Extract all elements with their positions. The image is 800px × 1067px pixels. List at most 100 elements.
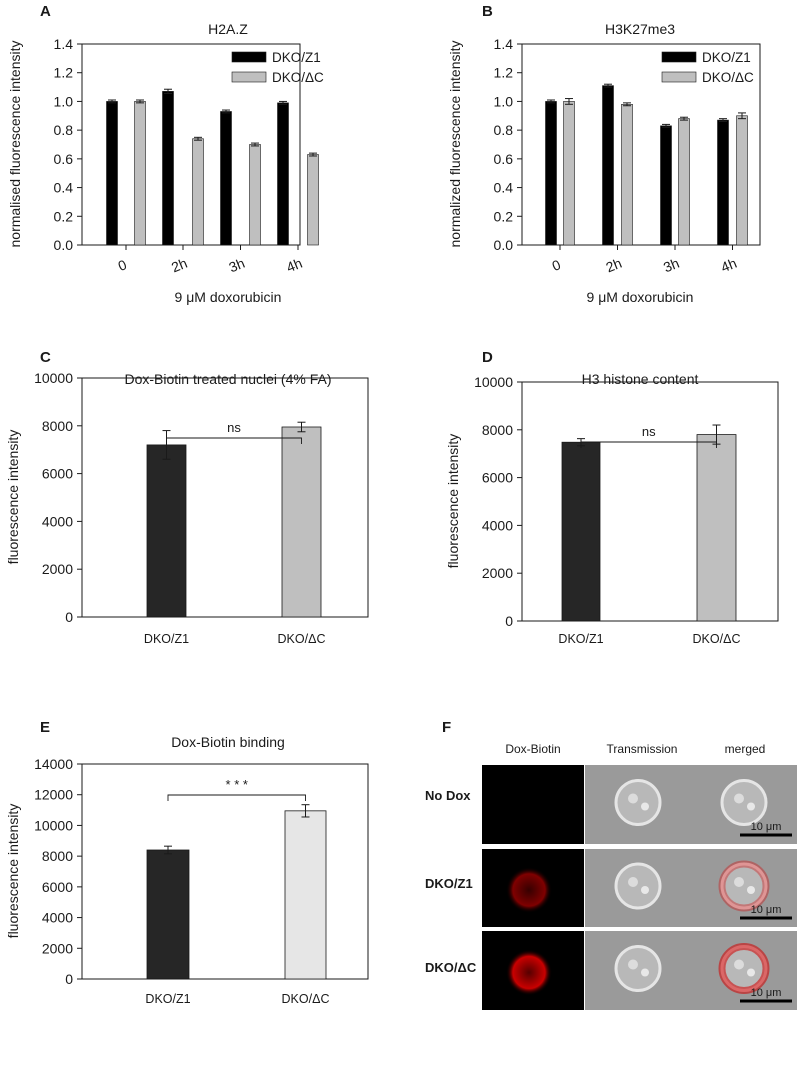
bar	[717, 119, 729, 246]
bar	[563, 101, 575, 246]
y-tick-label: 4000	[42, 910, 73, 926]
scale-bar-label: 10 μm	[751, 821, 782, 833]
x-category-label: DKO/ΔC	[282, 992, 330, 1006]
x-tick-label: 4h	[284, 255, 304, 276]
merged-red-overlay	[718, 943, 770, 994]
y-axis-title: fluorescence intensity	[5, 804, 21, 939]
legend-swatch	[231, 51, 267, 63]
y-tick-label: 6000	[482, 470, 513, 486]
legend-swatch	[661, 51, 697, 63]
bar	[249, 144, 261, 246]
chart-title: Dox-Biotin treated nuclei (4% FA)	[125, 371, 332, 387]
y-tick-label: 1.4	[54, 36, 74, 52]
y-tick-label: 12000	[34, 787, 73, 803]
x-category-label: DKO/ΔC	[278, 632, 326, 646]
x-tick-label: 0	[550, 256, 563, 274]
x-tick-label: 3h	[661, 255, 681, 276]
bar	[307, 154, 319, 246]
significance-label: ns	[227, 420, 241, 435]
legend-label: DKO/Z1	[272, 50, 321, 65]
x-axis-title: 9 μM doxorubicin	[587, 289, 694, 305]
cell-granule	[734, 793, 744, 804]
x-tick-label: 0	[116, 256, 129, 274]
row-label: No Dox	[425, 788, 471, 803]
y-tick-label: 4000	[42, 513, 73, 529]
transmission-cell	[614, 862, 662, 910]
merged-red-overlay	[718, 860, 770, 912]
x-category-label: DKO/Z1	[558, 632, 603, 646]
cell-granule	[641, 968, 649, 977]
cell-granule	[747, 886, 755, 894]
row-label: DKO/Z1	[425, 876, 473, 891]
y-tick-label: 1.4	[494, 36, 514, 52]
y-tick-label: 6000	[42, 466, 73, 482]
panel-e: E Dox-Biotin binding fluorescence intensit…	[5, 719, 369, 1006]
legend-label: DKO/Z1	[702, 50, 751, 65]
panel-letter: D	[482, 349, 493, 366]
bar	[561, 441, 601, 622]
y-tick-label: 1.2	[54, 65, 74, 81]
column-label: merged	[725, 742, 766, 756]
x-tick-label: 2h	[604, 255, 624, 276]
y-tick-label: 0	[65, 971, 73, 987]
y-tick-label: 0.4	[494, 180, 514, 196]
y-tick-label: 8000	[482, 422, 513, 438]
significance-label: * * *	[226, 777, 248, 792]
micrograph-tile	[482, 765, 584, 844]
plot-frame	[81, 377, 369, 618]
bar	[602, 85, 614, 246]
cell-granule	[628, 959, 638, 970]
plot-frame	[521, 381, 779, 622]
y-tick-label: 6000	[42, 879, 73, 895]
y-tick-label: 8000	[42, 848, 73, 864]
y-tick-label: 1.0	[54, 93, 74, 109]
x-category-label: DKO/Z1	[144, 632, 189, 646]
legend-swatch	[231, 71, 267, 83]
cell-granule	[628, 793, 638, 804]
y-axis-title: normalised fluorescence intensity	[7, 41, 23, 248]
x-category-label: DKO/ΔC	[693, 632, 741, 646]
cell-granule	[747, 968, 755, 977]
panel-letter: F	[442, 719, 451, 736]
y-tick-label: 1.0	[494, 93, 514, 109]
legend-swatch	[661, 71, 697, 83]
bar	[220, 111, 232, 246]
bar	[146, 849, 190, 980]
legend-label: DKO/ΔC	[272, 70, 324, 85]
panel-letter: C	[40, 349, 51, 366]
cell-granule	[641, 886, 649, 894]
bar	[162, 91, 174, 246]
bar	[106, 101, 118, 246]
y-tick-label: 2000	[42, 561, 73, 577]
y-tick-label: 8000	[42, 418, 73, 434]
x-axis-title: 9 μM doxorubicin	[175, 289, 282, 305]
y-axis-title: fluorescence intensity	[5, 430, 21, 565]
row-label: DKO/ΔC	[425, 960, 477, 975]
panel-a: A H2A.Z normalised fluorescence intensity 9…	[7, 3, 324, 305]
plot-frame	[81, 763, 369, 980]
bar	[621, 104, 633, 246]
transmission-cell	[720, 862, 768, 910]
y-tick-label: 0.2	[494, 208, 514, 224]
bar	[696, 434, 737, 622]
bar	[146, 444, 187, 618]
x-tick-label: 4h	[719, 255, 739, 276]
x-category-label: DKO/Z1	[145, 992, 190, 1006]
cell-granule	[734, 877, 744, 887]
bar	[284, 810, 327, 980]
scale-bar-label: 10 μm	[751, 987, 782, 999]
legend-label: DKO/ΔC	[702, 70, 754, 85]
significance-bracket	[580, 441, 717, 448]
y-tick-label: 0.0	[494, 237, 514, 253]
y-tick-label: 0.0	[54, 237, 74, 253]
panel-letter: E	[40, 719, 50, 736]
panel-c: C Dox-Biotin treated nuclei (4% FA) fluore…	[5, 349, 369, 646]
panel-letter: A	[40, 3, 51, 20]
cell-granule	[628, 877, 638, 887]
y-tick-label: 10000	[34, 817, 73, 833]
bar	[281, 426, 322, 618]
y-tick-label: 0.2	[54, 208, 74, 224]
panel-b: B H3K27me3 normalized fluorescence intensi…	[447, 3, 761, 305]
plot-frame	[521, 43, 761, 246]
